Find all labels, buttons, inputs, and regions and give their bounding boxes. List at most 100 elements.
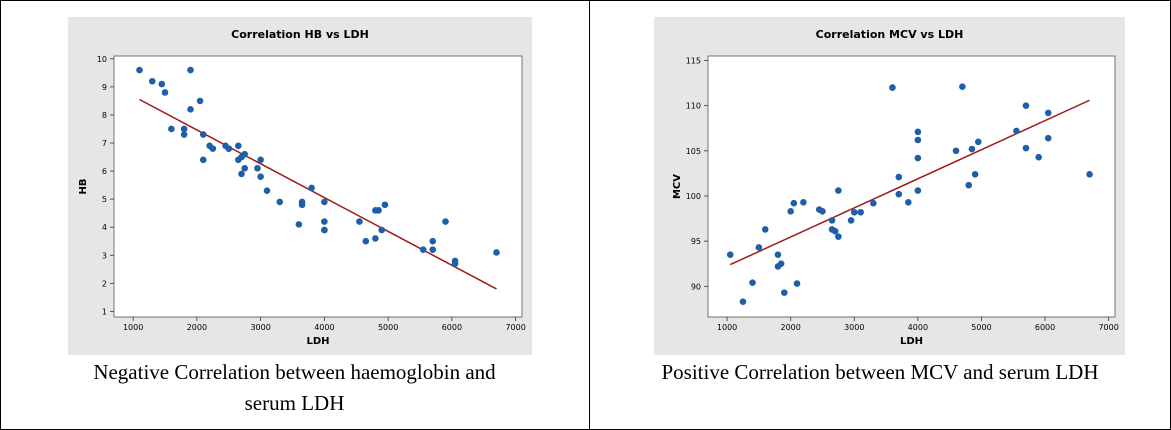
data-point: [451, 260, 459, 267]
chart-mcv-vs-ldh: Correlation MCV vs LDH 1000 2000 3000 4000 50…: [672, 28, 1119, 347]
data-point: [429, 246, 437, 253]
data-point: [187, 106, 194, 113]
column-divider: [589, 0, 590, 430]
y-axis-label: MCV: [672, 174, 683, 199]
data-point: [158, 80, 166, 88]
data-point: [781, 289, 788, 296]
data-point: [889, 84, 896, 91]
data-point: [974, 138, 982, 146]
data-point: [914, 136, 922, 144]
data-point: [199, 156, 207, 164]
x-axis-label: LDH: [900, 336, 923, 347]
data-point: [276, 198, 284, 206]
data-point: [971, 171, 979, 178]
data-point: [196, 97, 204, 105]
y-tick-label: 95: [691, 237, 701, 246]
data-point: [263, 187, 271, 195]
data-point: [241, 164, 248, 172]
data-point: [257, 173, 264, 180]
x-tick-label: 2000: [780, 323, 800, 332]
data-point: [914, 154, 922, 162]
data-point: [362, 237, 370, 245]
x-tick-label: 5000: [378, 323, 398, 332]
data-point: [726, 251, 734, 258]
data-point: [800, 199, 807, 206]
data-point: [739, 298, 747, 305]
data-point: [161, 89, 169, 96]
y-tick-label: 100: [686, 192, 701, 201]
data-point: [1022, 144, 1030, 152]
y-tick-label: 5: [102, 195, 107, 204]
y-tick-label: 6: [102, 167, 107, 176]
x-tick-label: 7000: [505, 323, 525, 332]
y-tick-label: 7: [102, 139, 107, 148]
data-point: [914, 128, 922, 136]
data-point: [835, 233, 842, 240]
data-point: [378, 226, 386, 234]
data-point: [1086, 171, 1093, 178]
chart-title: Correlation MCV vs LDH: [816, 28, 964, 41]
data-point: [419, 246, 427, 253]
x-tick-label: 5000: [971, 323, 991, 332]
data-point: [381, 201, 389, 209]
data-point: [857, 208, 864, 216]
data-point: [241, 150, 248, 158]
data-point: [777, 260, 785, 268]
data-point: [372, 235, 379, 242]
chart-title: Correlation HB vs LDH: [231, 28, 369, 41]
data-point: [321, 226, 328, 234]
x-axis-label: LDH: [306, 336, 329, 347]
data-point: [209, 145, 217, 152]
caption-left-line2: serum LDH: [244, 391, 345, 415]
data-point: [199, 131, 207, 138]
data-point: [375, 207, 382, 214]
data-point: [749, 279, 756, 286]
data-point: [298, 201, 306, 209]
y-tick-label: 1: [102, 307, 107, 316]
data-point: [847, 217, 855, 224]
data-point: [828, 217, 836, 224]
regression-line: [729, 99, 1090, 266]
data-point: [914, 187, 922, 194]
data-point: [225, 145, 233, 152]
data-point: [819, 208, 826, 215]
data-point: [905, 199, 912, 206]
y-tick-label: 3: [102, 251, 107, 260]
y-tick-label: 105: [686, 147, 701, 156]
data-point: [835, 187, 842, 194]
data-point: [1044, 109, 1052, 117]
data-point: [1022, 102, 1030, 109]
data-point: [238, 170, 245, 178]
plot-area: [707, 55, 1116, 318]
data-point: [429, 237, 437, 245]
data-point: [254, 164, 261, 172]
data-point: [959, 83, 966, 91]
data-point: [180, 125, 188, 133]
caption-left-line1: Negative Correlation between haemoglobin…: [93, 360, 496, 384]
data-point: [187, 66, 194, 74]
data-point: [761, 226, 769, 233]
plot-area: [113, 55, 523, 318]
y-tick-label: 4: [102, 223, 107, 232]
data-point: [870, 199, 877, 207]
x-tick-label: 6000: [442, 323, 462, 332]
y-tick-label: 10: [97, 55, 107, 64]
chart-hb-vs-ldh: Correlation HB vs LDH 1000 2000 3000 4000 500…: [78, 28, 526, 347]
x-tick-label: 4000: [908, 323, 928, 332]
y-tick-label: 2: [102, 279, 107, 288]
y-tick-label: 110: [686, 102, 701, 111]
data-point: [790, 199, 798, 207]
x-tick-label: 1000: [123, 323, 143, 332]
data-point: [755, 244, 763, 251]
y-axis-label: HB: [78, 179, 89, 195]
data-point: [774, 251, 782, 258]
x-tick-label: 3000: [844, 323, 864, 332]
x-tick-label: 7000: [1098, 323, 1118, 332]
data-point: [895, 173, 903, 181]
data-point: [1044, 134, 1052, 142]
data-point: [356, 218, 363, 225]
y-tick-label: 8: [102, 111, 107, 120]
data-point: [180, 131, 188, 138]
data-point: [493, 249, 500, 256]
x-tick-label: 3000: [250, 323, 270, 332]
